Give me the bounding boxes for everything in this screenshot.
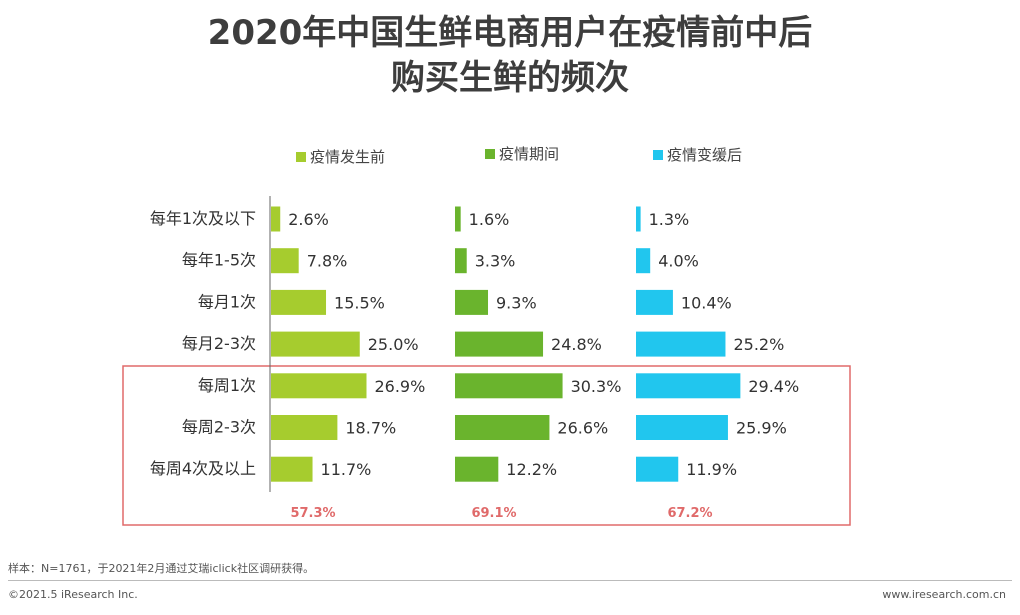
bar — [636, 415, 728, 440]
copyright: ©2021.5 iResearch Inc. — [8, 588, 138, 601]
legend-label-during: 疫情期间 — [499, 145, 560, 163]
data-label: 11.7% — [321, 460, 372, 479]
legend-swatch-after — [653, 149, 663, 160]
bar — [271, 456, 313, 482]
data-label: 9.3% — [496, 293, 537, 312]
chart-title-line-1: 2020年中国生鲜电商用户在疫情前中后 — [207, 13, 813, 53]
category-label: 每周2-3次 — [182, 418, 256, 437]
legend-item-before: 疫情发生前 — [296, 146, 385, 167]
legend-swatch-before — [296, 151, 306, 162]
sample-note: 样本：N=1761，于2021年2月通过艾瑞iclick社区调研获得。 — [8, 562, 315, 575]
bar — [636, 289, 673, 315]
bar — [636, 373, 741, 399]
data-label: 30.3% — [571, 377, 622, 396]
data-label: 12.2% — [506, 460, 557, 479]
data-label: 29.4% — [748, 377, 799, 396]
bar — [455, 456, 499, 482]
data-label: 15.5% — [334, 293, 385, 312]
data-label: 1.3% — [649, 210, 690, 229]
data-label: 10.4% — [681, 293, 732, 312]
legend-item-after: 疫情变缓后 — [653, 144, 742, 165]
highlight-total: 69.1% — [471, 506, 516, 521]
bar — [271, 331, 360, 357]
bar — [455, 206, 461, 232]
data-label: 2.6% — [288, 210, 329, 229]
bar — [455, 373, 563, 399]
bar — [455, 415, 550, 440]
category-label: 每周4次及以上 — [150, 459, 256, 478]
data-label: 25.2% — [733, 335, 784, 354]
bar — [271, 373, 367, 399]
data-label: 4.0% — [658, 252, 699, 271]
data-label: 3.3% — [475, 252, 516, 271]
bar — [636, 248, 651, 274]
bar — [455, 289, 489, 315]
data-label: 26.9% — [374, 377, 425, 396]
footer-divider — [8, 580, 1012, 581]
data-label: 24.8% — [551, 335, 602, 354]
data-label: 1.6% — [469, 210, 510, 229]
legend-label-before: 疫情发生前 — [310, 148, 386, 166]
bar — [271, 289, 327, 315]
bar — [636, 331, 726, 357]
highlight-total: 67.2% — [667, 506, 712, 521]
category-label: 每年1-5次 — [182, 251, 256, 270]
legend-label-after: 疫情变缓后 — [667, 146, 743, 164]
highlight-total: 57.3% — [290, 506, 335, 521]
category-label: 每月1次 — [198, 292, 256, 311]
category-label: 每周1次 — [198, 376, 256, 395]
category-label: 每月2-3次 — [182, 334, 256, 353]
bar — [636, 456, 679, 482]
data-label: 11.9% — [686, 460, 737, 479]
bar — [455, 331, 544, 357]
chart-title-line-2: 购买生鲜的频次 — [391, 58, 629, 98]
data-label: 18.7% — [345, 419, 396, 438]
bar — [271, 415, 338, 440]
bar — [636, 206, 641, 232]
data-label: 25.9% — [736, 419, 787, 438]
category-label: 每年1次及以下 — [150, 209, 256, 228]
data-label: 25.0% — [368, 335, 419, 354]
bar — [271, 248, 299, 274]
bar — [455, 248, 467, 274]
bar — [271, 206, 281, 232]
legend-swatch-during — [485, 148, 495, 159]
data-label: 26.6% — [557, 419, 608, 438]
data-label: 7.8% — [307, 252, 348, 271]
legend-item-during: 疫情期间 — [485, 143, 559, 164]
website: www.iresearch.com.cn — [882, 588, 1006, 601]
highlight-box — [122, 365, 851, 526]
